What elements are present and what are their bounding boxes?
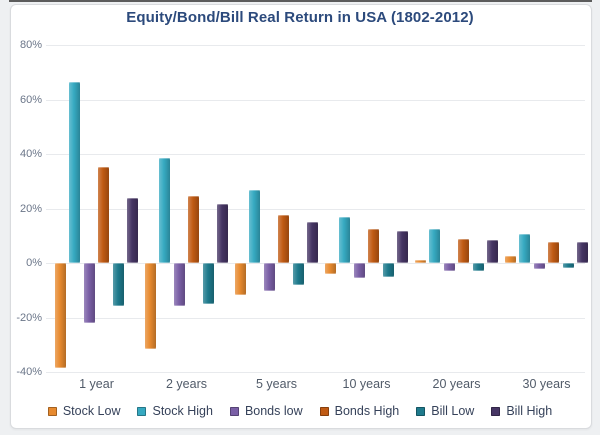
bar-bill-low-30-years [562,263,574,268]
bar-bill-low-2-years [202,263,214,305]
bar-stock-low-30-years [504,255,516,263]
bar-bill-high-30-years [577,242,589,263]
bar-bill-high-2-years [217,204,229,263]
gridline--40 [46,372,585,373]
x-axis-label-10-years: 10 years [342,377,391,391]
y-tick-label: 0% [26,257,42,269]
bar-bonds-high-2-years [188,195,200,263]
legend-label: Bill High [506,404,553,418]
legend-swatch-stock-low [47,406,57,416]
bar-stock-high-20-years [429,228,441,263]
gridline-40 [46,154,585,155]
x-axis-label-5-years: 5 years [256,377,297,391]
legend-swatch-bill-high [491,406,501,416]
x-axis-label-30-years: 30 years [522,377,571,391]
bar-bonds-low-1-year [83,263,95,323]
y-tick-label: 20% [19,202,42,215]
bar-bonds-high-1-year [98,167,110,263]
image-top-border [9,0,592,2]
gridline-20 [46,208,585,210]
bar-bonds-low-10-years [353,263,365,278]
legend-item-stock-low: Stock Low [47,404,121,418]
bar-stock-low-10-years [324,263,336,275]
gridline--20 [46,317,585,319]
chart-title: Equity/Bond/Bill Real Return in USA (180… [126,9,474,26]
y-tick-label: 80% [19,39,42,51]
bar-bill-low-20-years [472,263,484,272]
bar-bonds-high-30-years [548,241,560,263]
bar-bill-high-20-years [487,240,499,263]
legend-label: Stock High [152,404,213,418]
gridline-0 [46,263,585,264]
bar-bill-low-1-year [112,263,124,306]
bar-stock-high-2-years [159,157,171,263]
bar-stock-high-30-years [519,234,531,263]
bar-stock-low-1-year [54,263,66,369]
bar-bonds-low-30-years [533,263,545,269]
legend-item-bonds-high: Bonds High [319,404,400,418]
gridline-60 [46,99,585,101]
bar-stock-low-2-years [144,263,156,350]
bar-stock-low-5-years [234,263,246,296]
bar-bill-high-5-years [307,222,319,263]
legend-swatch-bonds-high [319,406,329,416]
legend-item-bonds-low: Bonds low [229,404,303,418]
chart-panel [10,4,592,429]
y-tick-label: -20% [16,311,42,324]
bar-stock-high-1-year [69,81,81,263]
x-axis-label-20-years: 20 years [432,377,481,391]
bar-stock-low-20-years [414,260,426,263]
bar-bonds-low-20-years [443,263,455,272]
y-tick-label: -40% [16,366,42,378]
bar-bonds-high-5-years [278,214,290,263]
bar-bonds-high-20-years [458,239,470,263]
y-tick-label: 60% [19,93,42,106]
bar-stock-high-10-years [339,216,351,263]
legend-swatch-bill-low [416,406,426,416]
legend-item-bill-high: Bill High [491,404,552,418]
legend-label: Bonds low [244,404,303,418]
legend-item-stock-high: Stock High [137,404,213,418]
bar-bonds-low-5-years [263,263,275,291]
gridline-80 [46,45,585,46]
bar-bill-low-10-years [382,263,394,277]
bar-stock-high-5-years [249,190,261,263]
legend-label: Stock Low [62,404,121,418]
legend-item-bill-low: Bill Low [416,404,474,418]
legend-label: Bill Low [431,404,475,418]
legend-label: Bonds High [334,404,400,418]
bar-bill-high-1-year [127,198,139,263]
bar-bill-high-10-years [397,231,409,263]
x-axis-label-1-year: 1 year [79,377,114,391]
legend-swatch-stock-high [137,406,147,416]
y-tick-label: 40% [19,148,42,160]
legend: Stock Low Stock High Bonds low Bonds High Bi… [0,401,600,421]
bar-bill-low-5-years [292,263,304,286]
bar-bonds-low-2-years [173,263,185,307]
bar-bonds-high-10-years [368,229,380,263]
x-axis-label-2-years: 2 years [166,377,207,391]
legend-swatch-bonds-low [229,406,239,416]
